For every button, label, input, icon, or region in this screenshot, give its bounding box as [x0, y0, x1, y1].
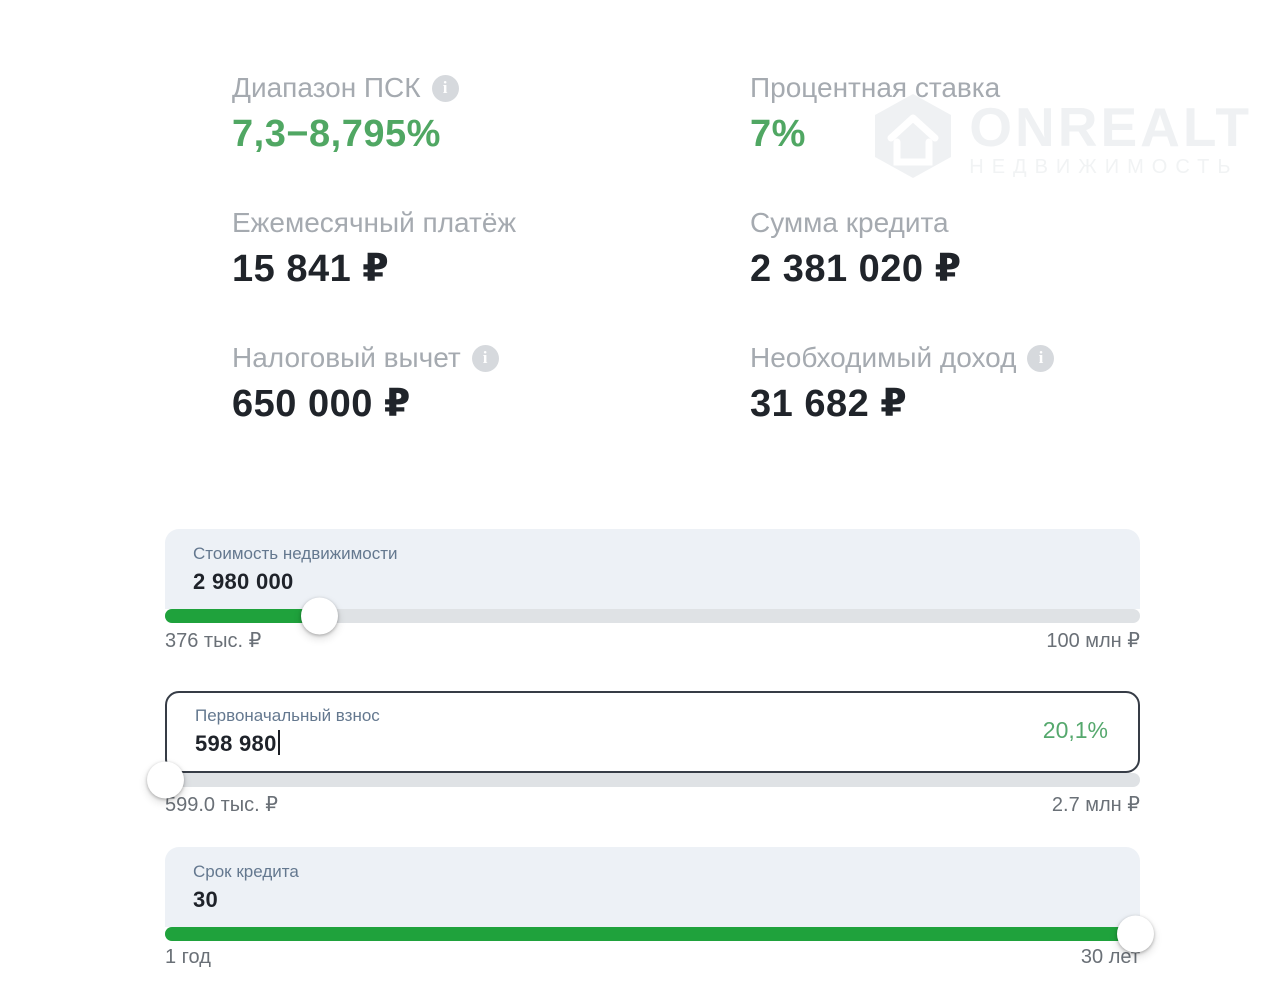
stat-value: 31 682 ₽: [750, 383, 908, 425]
stat-monthly-payment: Ежемесячный платёж 15 841 ₽: [232, 207, 750, 291]
property-price-label: Стоимость недвижимости: [193, 544, 398, 563]
stat-value: 7,3−8,795%: [232, 113, 441, 155]
stat-value: 2 381 020 ₽: [750, 248, 962, 290]
property-price-card[interactable]: Стоимость недвижимости 2 980 000: [165, 529, 1140, 609]
scale-max-label: 2.7 млн ₽: [1051, 794, 1140, 816]
loan-term-scale: 1 год 30 лет: [165, 945, 1140, 969]
down-payment-slider[interactable]: [146, 761, 1140, 799]
calculator-inputs: Стоимость недвижимости 2 980 000 376 тыс…: [146, 529, 1154, 969]
stat-interest-rate: Процентная ставка 7%: [750, 72, 1280, 156]
info-icon[interactable]: i: [431, 74, 459, 102]
info-icon[interactable]: i: [1027, 344, 1055, 372]
slider-handle[interactable]: [1116, 915, 1154, 953]
down-payment-input[interactable]: 598 980: [195, 730, 1110, 758]
down-payment-card[interactable]: Первоначальный взнос 598 980 20,1%: [165, 691, 1140, 773]
mortgage-summary: Диапазон ПСК i 7,3−8,795% Процентная ста…: [232, 72, 1280, 477]
slider-handle[interactable]: [300, 597, 338, 635]
stat-psk-range: Диапазон ПСК i 7,3−8,795%: [232, 72, 750, 156]
property-price-slider[interactable]: [165, 597, 1140, 635]
loan-term-group: Срок кредита 30 1 год 30 лет: [165, 847, 1154, 969]
stat-label: Ежемесячный платёж: [232, 207, 517, 238]
loan-term-label: Срок кредита: [193, 862, 299, 881]
stat-label: Необходимый доход i: [750, 342, 1280, 374]
scale-min-label: 599.0 тыс. ₽: [165, 794, 278, 816]
scale-max-label: 100 млн ₽: [1046, 630, 1140, 652]
stat-tax-deduction: Налоговый вычет i 650 000 ₽: [232, 342, 750, 426]
stat-required-income: Необходимый доход i 31 682 ₽: [750, 342, 1280, 426]
info-icon[interactable]: i: [471, 344, 499, 372]
scale-min-label: 1 год: [165, 946, 211, 968]
scale-min-label: 376 тыс. ₽: [165, 630, 262, 652]
stat-label: Налоговый вычет i: [232, 342, 750, 374]
down-payment-label: Первоначальный взнос: [195, 706, 380, 725]
slider-fill: [165, 927, 1136, 941]
loan-term-card[interactable]: Срок кредита 30: [165, 847, 1140, 927]
property-price-group: Стоимость недвижимости 2 980 000 376 тыс…: [165, 529, 1140, 653]
stat-loan-amount: Сумма кредита 2 381 020 ₽: [750, 207, 1280, 291]
stat-label: Процентная ставка: [750, 72, 1001, 103]
down-payment-group: Первоначальный взнос 598 980 20,1% 599.0…: [146, 691, 1140, 817]
stat-label: Сумма кредита: [750, 207, 949, 238]
loan-term-input[interactable]: 30: [193, 887, 219, 912]
slider-fill: [165, 609, 320, 623]
property-price-scale: 376 тыс. ₽ 100 млн ₽: [165, 629, 1140, 653]
down-payment-scale: 599.0 тыс. ₽ 2.7 млн ₽: [165, 793, 1140, 817]
down-payment-percent-badge: 20,1%: [1042, 717, 1108, 743]
house-hexagon-icon: [871, 92, 955, 185]
property-price-input[interactable]: 2 980 000: [193, 569, 294, 594]
stat-value: 15 841 ₽: [232, 248, 390, 290]
slider-handle[interactable]: [146, 761, 184, 799]
watermark-brand: ONREALT: [969, 95, 1252, 158]
stat-value: 7%: [750, 113, 806, 155]
stat-label: Диапазон ПСК i: [232, 72, 750, 104]
text-cursor: [277, 730, 280, 755]
watermark-subtitle: НЕДВИЖИМОСТЬ: [969, 155, 1239, 178]
loan-term-slider[interactable]: [165, 915, 1154, 953]
stat-value: 650 000 ₽: [232, 383, 411, 425]
onrealt-watermark: ONREALT НЕДВИЖИМОСТЬ: [871, 92, 1252, 185]
